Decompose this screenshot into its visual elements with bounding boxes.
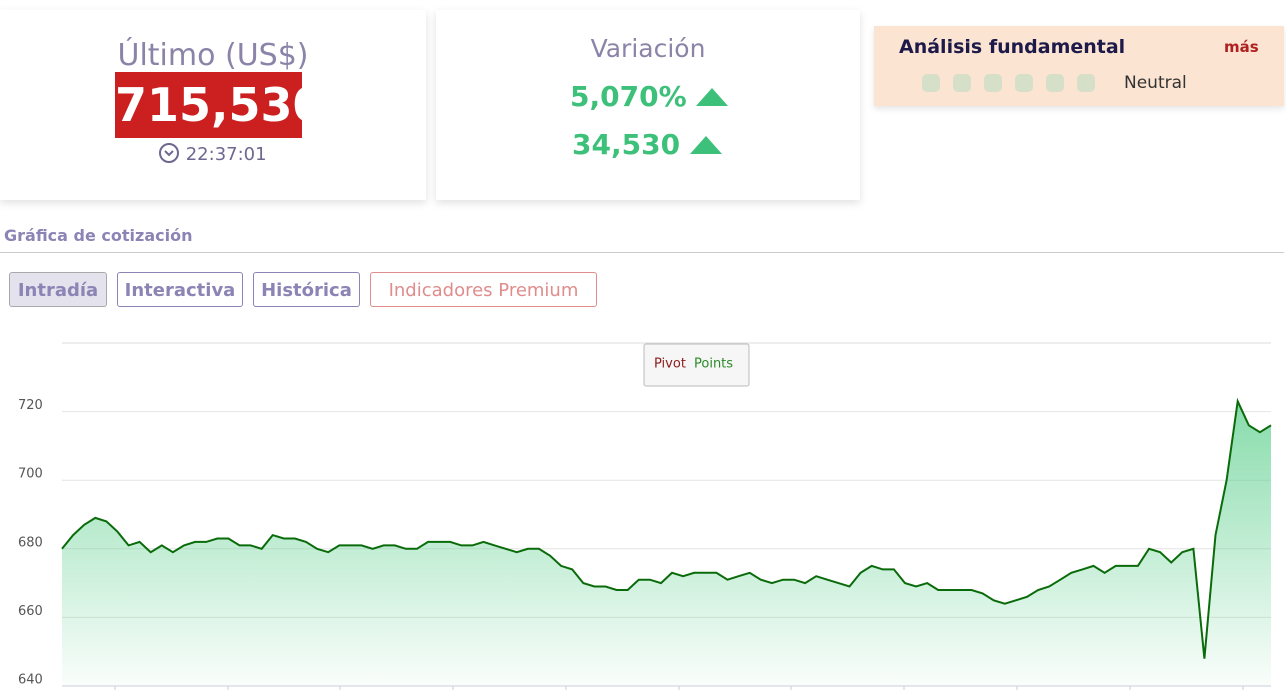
rating-dots: [922, 74, 1095, 92]
area-fill: [62, 401, 1271, 686]
divider: [0, 252, 1284, 253]
fundamental-rating: Neutral: [1124, 73, 1187, 93]
quote-time: 22:37:01: [185, 144, 267, 165]
variation-absolute-row: 34,530: [572, 128, 722, 161]
pivot-label[interactable]: Pivot: [654, 357, 686, 372]
variation-absolute: 34,530: [572, 128, 681, 161]
quote-card: Último (US$) 715,530 22:37:01: [0, 10, 426, 200]
last-price: 715,530: [115, 72, 325, 138]
variation-percent: 5,070%: [570, 80, 687, 113]
variation-card: Variación 5,070% 34,530: [436, 10, 860, 200]
y-tick-label: 640: [18, 673, 43, 688]
y-tick-label: 720: [18, 398, 43, 413]
variation-title: Variación: [590, 34, 706, 63]
y-tick-label: 700: [18, 467, 43, 482]
quote-label: Último (US$): [117, 38, 309, 73]
tab[interactable]: Interactiva: [117, 272, 243, 307]
section-title: Gráfica de cotización: [4, 226, 193, 245]
y-tick-label: 660: [18, 604, 43, 619]
price-line: [61, 397, 1272, 659]
variation-percent-row: 5,070%: [570, 80, 729, 113]
pivot-button[interactable]: [643, 343, 750, 387]
quote-time-row: 22:37:01: [158, 142, 267, 165]
fundamental-title: Análisis fundamental: [899, 36, 1126, 58]
up-arrow: [696, 88, 729, 106]
x-axis-ticks: [114, 686, 1244, 690]
tab[interactable]: Histórica: [253, 272, 360, 307]
fundamental-card: Análisis fundamental más Neutral: [874, 26, 1284, 106]
y-tick-label: 680: [18, 535, 43, 550]
pivot-label[interactable]: Points: [694, 357, 733, 372]
clock-icon: [159, 143, 179, 163]
chart: 640 660 680 700 720 Pivot Points: [18, 342, 1272, 690]
more-link[interactable]: más: [1224, 38, 1259, 56]
up-arrow: [689, 136, 722, 154]
tab[interactable]: Indicadores Premium: [370, 272, 597, 307]
tab[interactable]: Intradía: [9, 272, 107, 307]
